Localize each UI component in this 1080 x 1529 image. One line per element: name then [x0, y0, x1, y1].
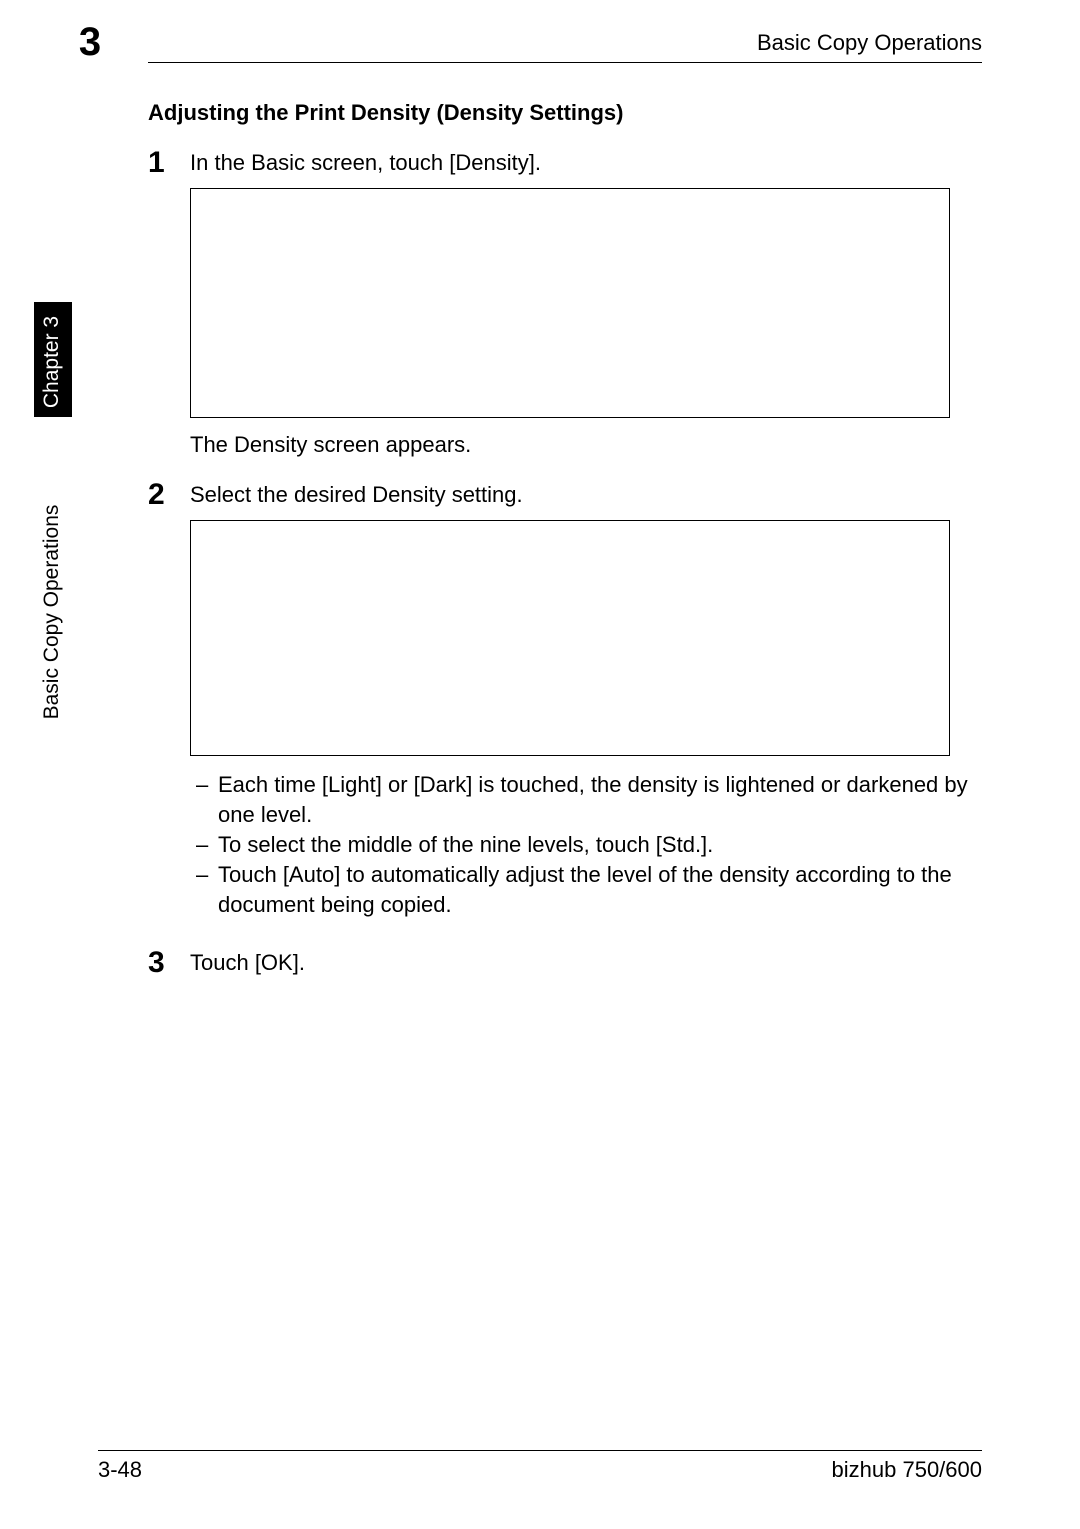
header-rule	[148, 62, 982, 63]
step-3-number: 3	[148, 948, 190, 978]
footer-page-number: 3-48	[98, 1457, 142, 1483]
step-1-followup-text: The Density screen appears.	[190, 432, 982, 458]
content-area: Adjusting the Print Density (Density Set…	[148, 100, 982, 988]
step-3-text: Touch [OK].	[190, 948, 982, 978]
page: Basic Copy Operations 3 Chapter 3 Basic …	[0, 0, 1080, 1529]
chapter-number-badge: 3	[68, 20, 112, 64]
footer-model: bizhub 750/600	[832, 1457, 982, 1483]
step-2-number: 2	[148, 480, 190, 510]
bullet-dash-icon: –	[190, 830, 218, 860]
side-chapter-tab-label: Chapter 3	[40, 312, 64, 412]
bullet-1-text: Each time [Light] or [Dark] is touched, …	[218, 770, 982, 830]
section-title: Adjusting the Print Density (Density Set…	[148, 100, 982, 126]
side-section-label: Basic Copy Operations	[40, 482, 64, 742]
step-2: 2 Select the desired Density setting.	[148, 480, 982, 510]
bullet-2-text: To select the middle of the nine levels,…	[218, 830, 982, 860]
footer-rule	[98, 1450, 982, 1451]
bullet-item: – Touch [Auto] to automatically adjust t…	[190, 860, 982, 920]
step-1-number: 1	[148, 148, 190, 178]
bullet-dash-icon: –	[190, 860, 218, 920]
side-chapter-tab: Chapter 3	[34, 302, 72, 417]
bullet-item: – To select the middle of the nine level…	[190, 830, 982, 860]
bullet-3-text: Touch [Auto] to automatically adjust the…	[218, 860, 982, 920]
step-1: 1 In the Basic screen, touch [Density].	[148, 148, 982, 178]
step-1-text: In the Basic screen, touch [Density].	[190, 148, 982, 178]
side-section-label-container: Basic Copy Operations	[34, 460, 72, 760]
bullet-item: – Each time [Light] or [Dark] is touched…	[190, 770, 982, 830]
step-2-bullets: – Each time [Light] or [Dark] is touched…	[190, 770, 982, 920]
header-chapter-title: Basic Copy Operations	[757, 30, 982, 56]
step-2-text: Select the desired Density setting.	[190, 480, 982, 510]
figure-density-screen	[190, 520, 950, 756]
bullet-dash-icon: –	[190, 770, 218, 830]
chapter-number-text: 3	[68, 20, 112, 64]
figure-basic-screen	[190, 188, 950, 418]
step-3: 3 Touch [OK].	[148, 948, 982, 978]
